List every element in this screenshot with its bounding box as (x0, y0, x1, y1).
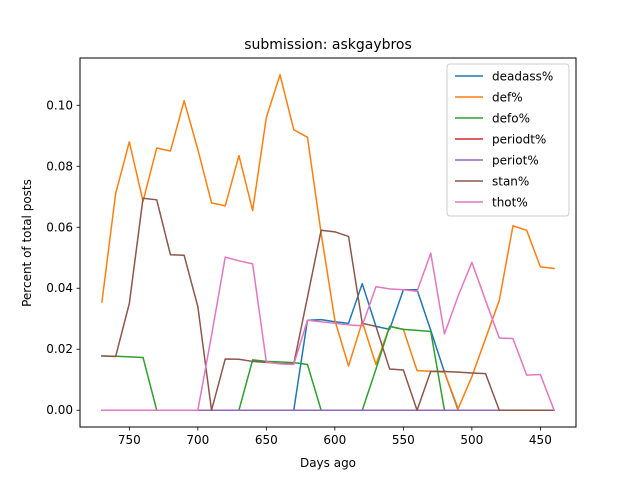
y-tick-label: 0.04 (46, 281, 73, 295)
legend: deadass% def% defo% periodt% periot% stan% tho… (446, 63, 570, 217)
y-axis: 0.00 0.02 0.04 0.06 0.08 0.10 (46, 98, 80, 417)
x-tick-label: 450 (529, 433, 552, 447)
legend-label-defo: defo% (492, 112, 530, 126)
x-tick-label: 700 (186, 433, 209, 447)
legend-box (446, 63, 570, 217)
y-axis-label: Percent of total posts (20, 179, 34, 307)
series-line-thot (101, 252, 556, 412)
plot-frame (79, 57, 577, 428)
x-tick-label: 750 (118, 433, 141, 447)
y-tick-label: 0.08 (46, 159, 73, 173)
series-line-def (101, 74, 555, 410)
x-axis-label: Days ago (300, 456, 356, 470)
legend-label-periodt: periodt% (492, 133, 546, 147)
y-tick-label: 0.10 (46, 98, 73, 112)
y-tick-label: 0.06 (46, 220, 73, 234)
y-tick-label: 0.00 (46, 403, 73, 417)
chart-title: submission: askgaybros (244, 37, 412, 53)
y-tick-label: 0.02 (46, 342, 73, 356)
legend-label-periot: periot% (492, 154, 539, 168)
legend-label-thot: thot% (492, 196, 528, 210)
legend-label-stan: stan% (492, 175, 529, 189)
x-axis: 750 700 650 600 550 500 450 (118, 427, 552, 447)
x-tick-label: 600 (323, 433, 346, 447)
legend-label-deadass: deadass% (492, 70, 553, 84)
series-line-stan (101, 197, 555, 411)
x-tick-label: 650 (255, 433, 278, 447)
x-tick-label: 550 (392, 433, 415, 447)
legend-label-def: def% (492, 91, 523, 105)
x-tick-label: 500 (460, 433, 483, 447)
plot-lines (101, 74, 556, 412)
